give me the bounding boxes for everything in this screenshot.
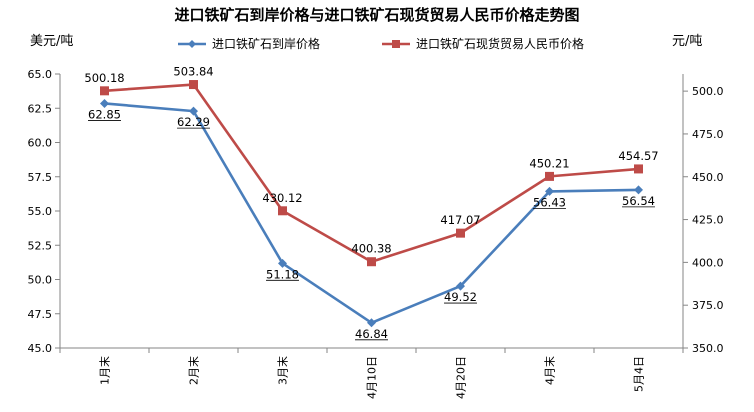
axes: 45.0 47.5 50.0 52.5 55.0 57.5 60.0 62.5 65.0 350.… [28, 68, 724, 399]
right-axis-unit: 元/吨 [672, 34, 702, 49]
legend: 进口铁矿石到岸价格 进口铁矿石现货贸易人民币价格 [178, 36, 584, 51]
series-2-point [367, 257, 376, 267]
data-label: 46.84 [355, 327, 388, 341]
left-tick-label: 57.5 [28, 171, 53, 184]
right-tick-label: 350.0 [692, 342, 724, 355]
left-tick-label: 47.5 [28, 308, 53, 321]
data-label: 454.57 [618, 149, 658, 163]
x-tick-label: 5月4日 [633, 356, 646, 392]
legend-label-2: 进口铁矿石现货贸易人民币价格 [416, 36, 584, 51]
right-tick-label: 375.0 [692, 299, 724, 312]
series-2-point [100, 86, 109, 96]
left-axis-unit: 美元/吨 [30, 34, 73, 49]
right-tick-label: 475.0 [692, 128, 724, 141]
data-label: 417.07 [440, 213, 480, 227]
data-label: 51.18 [266, 267, 299, 281]
left-tick-label: 55.0 [28, 205, 53, 218]
data-label: 400.38 [351, 242, 391, 256]
series-1-point [634, 185, 643, 195]
x-tick-label: 4月20日 [455, 356, 468, 399]
data-label: 430.12 [262, 191, 302, 205]
left-tick-label: 50.0 [28, 274, 53, 287]
data-label: 56.43 [533, 195, 566, 209]
chart-title: 进口铁矿石到岸价格与进口铁矿石现货贸易人民币价格走势图 [174, 6, 579, 24]
series-2-point [189, 80, 198, 90]
series-layer [100, 80, 643, 328]
x-tick-label: 4月末 [543, 356, 557, 385]
data-labels: 62.85 62.29 51.18 46.84 49.52 56.43 56.54 500.1… [84, 65, 658, 341]
x-tick-label: 3月末 [276, 356, 290, 385]
legend-label-1: 进口铁矿石到岸价格 [212, 36, 320, 51]
data-label: 62.29 [177, 115, 210, 129]
series-2-point [456, 228, 465, 238]
data-label: 62.85 [88, 107, 121, 121]
data-label: 450.21 [529, 156, 569, 170]
series-1-point [545, 186, 554, 196]
legend-marker-diamond [188, 40, 196, 48]
left-tick-label: 62.5 [28, 102, 53, 115]
x-tick-label: 1月末 [98, 356, 112, 385]
legend-marker-square [392, 40, 400, 48]
left-tick-label: 60.0 [28, 137, 53, 150]
series-1-point [456, 281, 465, 291]
left-tick-label: 52.5 [28, 239, 53, 252]
right-tick-label: 425.0 [692, 214, 724, 227]
series-line-1 [104, 102, 639, 325]
series-1-point [189, 106, 198, 116]
data-label: 503.84 [173, 65, 213, 79]
data-label: 500.18 [84, 71, 124, 85]
right-tick-label: 500.0 [692, 85, 724, 98]
right-tick-label: 450.0 [692, 171, 724, 184]
series-1-point [278, 258, 287, 268]
series-1-point [100, 98, 109, 108]
x-tick-label: 2月末 [187, 356, 201, 385]
series-1-point [367, 318, 376, 328]
data-label: 56.54 [622, 194, 655, 208]
data-label: 49.52 [444, 290, 477, 304]
series-2-point [278, 206, 287, 216]
left-tick-label: 65.0 [28, 68, 53, 81]
series-2-point [545, 171, 554, 181]
right-tick-label: 400.0 [692, 256, 724, 269]
left-tick-label: 45.0 [28, 342, 53, 355]
x-tick-label: 4月10日 [366, 356, 379, 399]
series-2-point [634, 164, 643, 174]
